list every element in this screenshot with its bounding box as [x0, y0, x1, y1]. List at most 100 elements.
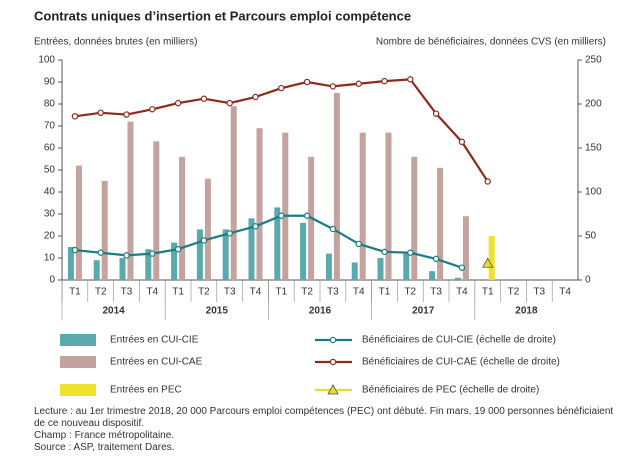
bar: [325, 253, 332, 280]
x-tick-label: T2: [95, 287, 107, 298]
y-tick-label: 90: [44, 77, 56, 88]
bar: [403, 253, 410, 280]
x-tick-label: T3: [121, 287, 133, 298]
year-label: 2017: [412, 306, 435, 317]
line-marker: [458, 138, 466, 146]
line-marker: [329, 225, 337, 233]
x-tick-label: T3: [327, 287, 339, 298]
y2-tick-label: 100: [585, 187, 602, 198]
bar: [282, 132, 289, 280]
x-tick-label: T4: [559, 287, 571, 298]
bar: [171, 242, 178, 280]
legend-swatch: [60, 334, 96, 346]
year-label: 2016: [309, 306, 332, 317]
x-tick-label: T4: [456, 287, 468, 298]
legend-label: Bénéficiaires de CUI-CAE (échelle de dro…: [362, 357, 560, 368]
legend-label: Entrées en CUI-CAE: [110, 357, 203, 368]
bar: [75, 165, 82, 280]
legend-label: Bénéficiaires de PEC (échelle de droite): [362, 385, 539, 396]
legend-label: Bénéficiaires de CUI-CIE (échelle de dro…: [362, 335, 556, 346]
y2-tick-label: 250: [585, 55, 602, 66]
bar: [333, 93, 340, 280]
year-label: 2014: [102, 306, 125, 317]
x-tick-label: T1: [482, 287, 494, 298]
bar: [274, 207, 281, 280]
line-marker: [329, 83, 337, 90]
line-marker: [407, 249, 414, 256]
line: [74, 78, 489, 183]
line-marker: [484, 178, 491, 185]
x-tick-label: T1: [275, 287, 287, 298]
bar: [153, 141, 160, 280]
bar: [127, 121, 134, 280]
bar: [248, 218, 255, 280]
x-tick-label: T1: [69, 287, 81, 298]
line-marker: [458, 264, 466, 271]
line-marker: [149, 106, 156, 113]
y2-tick-label: 150: [585, 143, 602, 154]
bar: [93, 260, 100, 280]
bar: [119, 258, 126, 280]
y2-axis-label: Nombre de bénéficiaires, données CVS (en…: [376, 37, 606, 48]
y2-tick-label: 0: [585, 275, 591, 286]
x-tick-label: T1: [379, 287, 391, 298]
bar: [300, 222, 307, 280]
chart-title: Contrats uniques d’insertion et Parcours…: [34, 8, 411, 23]
y-tick-label: 60: [44, 143, 56, 154]
bar: [385, 132, 392, 280]
y-tick-label: 70: [44, 121, 56, 132]
line-marker: [381, 248, 388, 256]
bar: [462, 216, 469, 280]
line-marker: [97, 249, 104, 256]
note: Lecture : au 1er trimestre 2018, 20 000 …: [34, 406, 614, 429]
x-tick-label: T2: [404, 287, 416, 298]
y-axis-label: Entrées, données brutes (en milliers): [34, 37, 197, 48]
legend-marker: [329, 358, 337, 366]
notes: Lecture : au 1er trimestre 2018, 20 000 …: [34, 406, 614, 454]
line-marker: [355, 80, 362, 87]
bar: [204, 178, 211, 280]
year-label: 2018: [515, 306, 538, 317]
bar: [101, 181, 108, 280]
bar: [145, 249, 152, 280]
line-marker: [355, 240, 362, 248]
x-tick-label: T4: [146, 287, 158, 298]
line-marker: [200, 237, 208, 244]
x-tick-label: T3: [224, 287, 236, 298]
line-marker: [278, 212, 285, 219]
legend-swatch: [60, 356, 96, 368]
y-tick-label: 30: [44, 209, 56, 220]
legend-marker: [329, 336, 337, 344]
line-marker: [226, 99, 233, 107]
bar: [256, 128, 263, 280]
bar: [179, 156, 186, 280]
x-tick-label: T3: [430, 287, 442, 298]
bar: [196, 229, 203, 280]
line-marker: [71, 113, 79, 120]
line-marker: [123, 111, 130, 118]
bar: [351, 262, 358, 280]
legend-marker: [327, 384, 339, 395]
y-tick-label: 40: [44, 187, 56, 198]
line-marker: [303, 78, 311, 86]
note: Source : ASP, traitement Dares.: [34, 442, 175, 453]
y-tick-label: 10: [44, 253, 56, 264]
line-marker: [303, 212, 311, 219]
x-tick-label: T3: [533, 287, 545, 298]
line-marker: [97, 109, 104, 117]
bar: [488, 236, 495, 280]
x-tick-label: T4: [353, 287, 365, 298]
bar: [411, 156, 418, 280]
line-marker: [432, 110, 440, 117]
legend-label: Entrées en PEC: [110, 385, 182, 396]
y-tick-label: 50: [44, 165, 56, 176]
bar: [230, 106, 237, 280]
y-tick-label: 80: [44, 99, 56, 110]
y2-tick-label: 50: [585, 231, 597, 242]
line-marker: [407, 76, 414, 83]
x-tick-label: T1: [172, 287, 184, 298]
bar: [222, 229, 229, 280]
line-marker: [252, 93, 259, 101]
bar: [359, 132, 366, 280]
y2-tick-label: 200: [585, 99, 602, 110]
